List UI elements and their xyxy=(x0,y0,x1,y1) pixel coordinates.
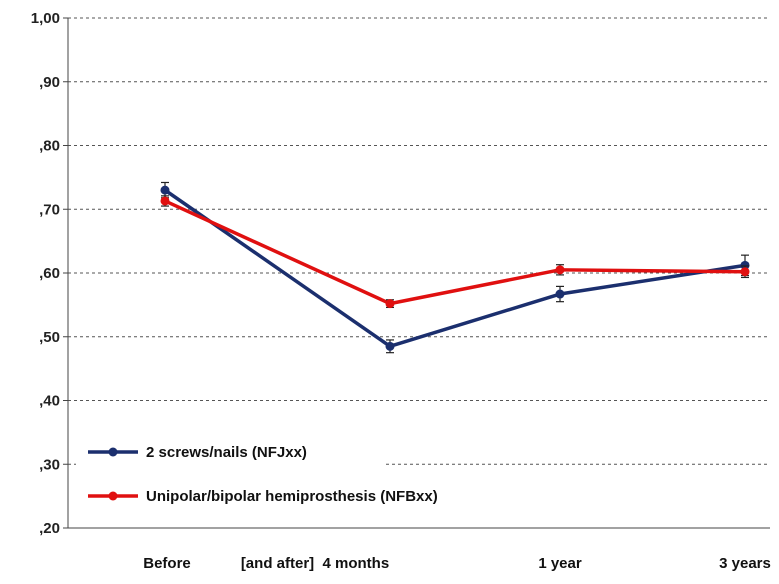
series-line xyxy=(164,199,746,306)
x-tick-label: [and after] 4 months xyxy=(241,555,389,572)
legend: 2 screws/nails (NFJxx) Unipolar/bipolar h… xyxy=(76,432,438,517)
legend-swatch-marker xyxy=(108,447,118,457)
series-group xyxy=(160,181,750,354)
legend-item: 2 screws/nails (NFJxx) xyxy=(88,444,307,461)
data-point xyxy=(740,260,750,270)
legend-label: Unipolar/bipolar hemiprosthesis (NFBxx) xyxy=(146,488,438,505)
y-tick-label: ,50 xyxy=(39,329,60,346)
data-point xyxy=(740,267,750,277)
y-tick-label: ,70 xyxy=(39,201,60,218)
x-tick-label: Before xyxy=(143,555,191,572)
series-1 xyxy=(160,181,750,354)
series-line xyxy=(164,188,746,349)
legend-swatch-marker xyxy=(108,491,118,501)
legend-label: 2 screws/nails (NFJxx) xyxy=(146,444,307,461)
data-point xyxy=(385,341,395,351)
data-point xyxy=(160,196,170,206)
data-point xyxy=(385,299,395,309)
y-tick-label: ,20 xyxy=(39,520,60,537)
legend-item: Unipolar/bipolar hemiprosthesis (NFBxx) xyxy=(88,488,438,505)
y-tick-label: 1,00 xyxy=(31,10,60,27)
x-tick-label: 1 year xyxy=(538,555,582,572)
gridlines xyxy=(68,17,770,465)
y-tick-label: ,60 xyxy=(39,265,60,282)
data-point xyxy=(160,185,170,195)
y-tick-label: ,30 xyxy=(39,456,60,473)
x-tick-labels: Before [and after] 4 months 1 year 3 years xyxy=(143,555,771,572)
y-tick-labels: ,20 ,30 ,40 ,50 ,60 ,70 ,80 ,90 1,00 xyxy=(31,10,60,537)
y-tick-label: ,80 xyxy=(39,138,60,155)
x-tick-label: 3 years xyxy=(719,555,771,572)
data-point xyxy=(555,289,565,299)
axes xyxy=(63,17,770,529)
legend-box xyxy=(76,432,386,517)
data-point xyxy=(555,265,565,275)
y-tick-label: ,40 xyxy=(39,393,60,410)
y-tick-label: ,90 xyxy=(39,74,60,91)
series-2 xyxy=(160,195,750,309)
